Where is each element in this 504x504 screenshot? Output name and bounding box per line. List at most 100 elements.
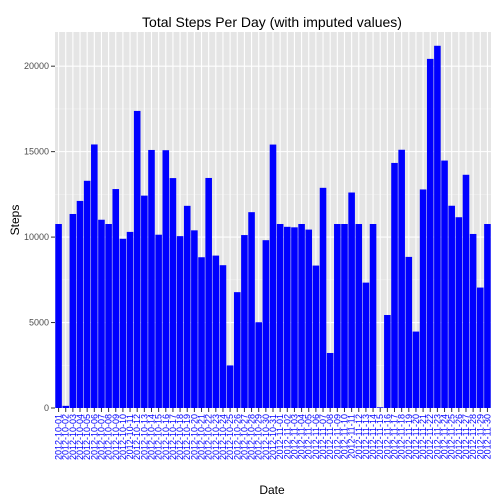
bar [105, 223, 112, 408]
bar [455, 217, 463, 408]
x-tick-label: 2012-11-29 [475, 414, 485, 459]
bar [291, 227, 298, 408]
x-tick-label: 2012-10-31 [268, 414, 278, 460]
bar [219, 265, 227, 408]
bar [119, 238, 127, 408]
bar [55, 223, 62, 408]
bar [205, 177, 212, 408]
bar [348, 192, 355, 408]
x-tick-label: 2012-10-23 [211, 414, 221, 460]
bar [91, 144, 98, 408]
x-tick-label: 2012-11-02 [282, 414, 292, 459]
x-tick-label: 2012-11-26 [454, 414, 464, 459]
x-tick-label: 2012-11-11 [347, 414, 357, 459]
y-tick-label: 0 [44, 403, 49, 413]
bar [484, 223, 491, 408]
x-tick-label: 2012-10-18 [175, 414, 185, 460]
x-tick-label: 2012-11-10 [339, 414, 349, 459]
bar [355, 224, 363, 408]
bar [191, 230, 198, 408]
x-tick-label: 2012-11-06 [311, 414, 321, 459]
bar [169, 178, 177, 408]
x-tick-label: 2012-11-14 [368, 414, 378, 459]
x-tick-label: 2012-10-02 [61, 414, 71, 460]
bar [241, 235, 248, 408]
x-tick-label: 2012-10-25 [225, 414, 235, 460]
bar [441, 160, 448, 408]
x-tick-label: 2012-11-07 [318, 414, 328, 459]
bar [419, 189, 427, 408]
chart-title: Total Steps Per Day (with imputed values… [142, 14, 402, 30]
bar [384, 315, 391, 408]
bar [426, 58, 434, 408]
bar [176, 236, 184, 408]
x-tick-label: 2012-10-05 [82, 414, 92, 460]
x-tick-label: 2012-10-04 [75, 414, 85, 460]
bar [226, 365, 234, 408]
x-tick-label: 2012-10-24 [218, 414, 228, 460]
bar [369, 223, 377, 408]
bar [76, 200, 84, 408]
x-tick-label: 2012-10-03 [68, 414, 78, 460]
x-tick-label: 2012-11-30 [482, 414, 492, 459]
x-axis-title: Date [259, 483, 285, 497]
bar [262, 240, 270, 408]
x-tick-label: 2012-11-03 [289, 414, 299, 459]
x-tick-label: 2012-10-21 [197, 414, 207, 460]
x-tick-label: 2012-10-17 [168, 414, 178, 460]
bar [319, 187, 327, 408]
bar [269, 144, 277, 408]
x-tick-label: 2012-11-16 [382, 414, 392, 459]
y-tick-label: 10000 [24, 232, 49, 242]
x-tick-label: 2012-11-13 [361, 414, 371, 459]
bar [284, 226, 291, 408]
x-tick-label: 2012-10-19 [182, 414, 192, 460]
x-tick-label: 2012-11-23 [432, 414, 442, 459]
bar [405, 256, 413, 408]
bar [476, 287, 484, 408]
x-tick-label: 2012-10-28 [247, 414, 257, 460]
x-tick-label: 2012-10-22 [204, 414, 214, 460]
bar [362, 282, 370, 408]
x-tick-label: 2012-10-26 [232, 414, 242, 460]
x-tick-label: 2012-11-20 [411, 414, 421, 459]
x-tick-label: 2012-10-07 [96, 414, 106, 460]
x-tick-label: 2012-10-30 [261, 414, 271, 460]
x-tick-label: 2012-10-20 [189, 414, 199, 460]
x-tick-label: 2012-10-16 [161, 414, 171, 460]
bar [212, 255, 220, 408]
bar [112, 189, 120, 408]
bar [376, 407, 384, 408]
bar [341, 223, 348, 408]
x-tick-label: 2012-11-05 [304, 414, 314, 459]
bar [398, 149, 405, 409]
x-tick-label: 2012-11-04 [297, 414, 307, 459]
bar [462, 174, 470, 408]
x-tick-label: 2012-11-21 [418, 414, 428, 459]
y-tick-label: 5000 [29, 318, 49, 328]
y-axis-title: Steps [8, 205, 22, 236]
x-tick-label: 2012-10-06 [89, 414, 99, 460]
x-tick-label: 2012-10-01 [54, 414, 64, 460]
x-tick-label: 2012-10-09 [111, 414, 121, 460]
bar [69, 213, 77, 408]
x-tick-label: 2012-10-12 [132, 414, 142, 460]
x-tick-label: 2012-11-25 [447, 414, 457, 459]
x-tick-label: 2012-11-24 [440, 414, 450, 459]
bar [162, 150, 170, 408]
x-tick-label: 2012-11-12 [354, 414, 364, 459]
bar [298, 223, 305, 408]
bar [448, 205, 455, 408]
bar [148, 149, 155, 408]
bar [83, 180, 91, 408]
x-tick-label: 2012-11-01 [275, 414, 285, 459]
x-tick-label: 2012-11-15 [375, 414, 385, 459]
x-tick-label: 2012-11-09 [332, 414, 342, 459]
y-tick-label: 15000 [24, 147, 49, 157]
bar [98, 219, 105, 408]
x-tick-label: 2012-11-18 [397, 414, 407, 459]
x-tick-label: 2012-10-14 [146, 414, 156, 460]
x-tick-label: 2012-10-29 [254, 414, 264, 460]
x-tick-label: 2012-10-11 [125, 414, 135, 459]
